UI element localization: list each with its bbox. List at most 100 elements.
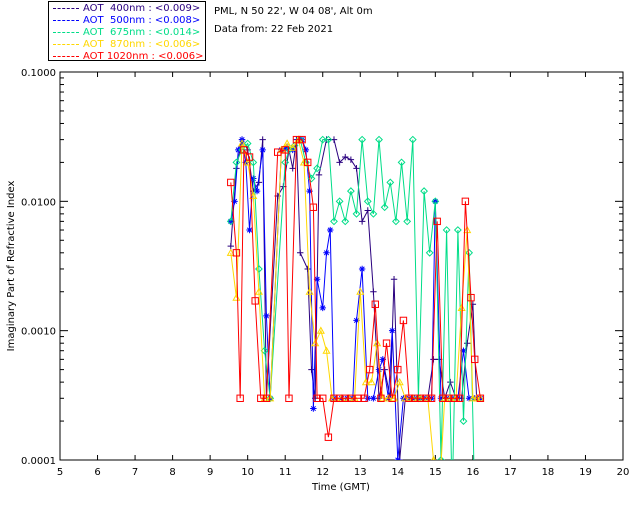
data-point [369,209,378,218]
series-line [230,138,481,460]
legend-swatch-1020 [53,55,79,57]
series-4 [227,135,485,441]
data-point [465,395,473,402]
data-point [456,394,464,402]
data-point [246,226,253,234]
data-point [459,417,468,425]
data-point [465,248,474,257]
data-point [236,394,244,402]
data-point [375,135,383,144]
data-point [249,158,258,167]
data-point [259,146,266,154]
data-point [288,143,297,151]
x-tick-label: 16 [466,467,479,478]
data-point [257,394,265,402]
data-point [444,394,453,402]
data-point [382,339,391,347]
data-point [430,356,437,363]
y-axis-title: Imaginary Part of Refractive Index [6,181,17,352]
data-point [249,191,258,200]
data-point [403,217,412,226]
data-point [304,158,312,167]
y-tick-label: 0.1000 [21,68,56,79]
data-point [388,394,396,402]
data-point [313,164,322,173]
data-point [408,135,417,144]
data-point [371,300,379,308]
legend-item-1020: AOT 1020nm : <0.006> [53,50,203,62]
data-point [425,248,434,257]
data-point [460,347,467,354]
data-point [457,303,466,311]
data-point [437,395,445,402]
series-line [230,137,481,460]
data-point [405,394,413,402]
data-point [237,139,247,147]
data-point [313,276,321,283]
data-point [420,187,428,196]
data-point [439,394,447,402]
data-point [273,148,282,156]
legend-label-500: AOT 500nm : <0.008> [83,14,201,26]
data-point [353,165,360,172]
data-point [388,327,396,334]
data-point [302,146,310,154]
series-group [226,135,485,502]
data-point [422,394,430,402]
data-point [232,249,241,257]
data-point [373,338,382,347]
data-point [283,139,292,147]
x-tick-label: 12 [316,467,329,478]
x-tick-label: 6 [94,467,100,478]
data-point [453,226,462,234]
legend-label-1020: AOT 1020nm : <0.006> [83,50,204,62]
x-axis-title: Time (GMT) [311,482,370,493]
data-point [266,394,275,402]
legend-item-675: AOT 675nm : <0.014> [53,26,200,38]
data-point [437,456,445,460]
x-tick-label: 8 [169,467,175,478]
data-point [263,312,270,320]
data-point [472,496,478,502]
x-tick-label: 9 [207,467,213,478]
data-point [431,197,440,206]
x-tick-label: 14 [391,467,404,478]
site-info: PML, N 50 22', W 04 08', Alt 0m [214,6,373,17]
data-point [298,135,306,144]
data-point [227,178,235,187]
data-point [386,178,395,187]
data-point [243,139,252,148]
data-point [370,395,377,402]
data-point [281,146,289,154]
x-tick-label: 18 [542,467,555,478]
legend: AOT 400nm : <0.009> AOT 500nm : <0.008> … [48,1,206,62]
data-point [310,405,317,412]
y-tick-label: 0.0100 [21,197,56,208]
data-point [358,135,367,144]
data-point [467,293,475,302]
data-point [450,394,458,402]
data-point [319,304,326,312]
data-point [253,187,261,195]
data-point [399,316,408,325]
data-point [335,197,344,206]
data-point [370,288,377,295]
data-point [323,249,330,256]
data-point [410,394,419,402]
data-point [436,496,442,502]
data-point [364,207,371,214]
data-point [447,378,454,386]
data-point [245,153,254,161]
data-point [395,377,404,386]
data-point [315,171,323,179]
data-point [335,394,344,402]
data-point [324,433,333,441]
data-point [231,198,238,205]
data-point [292,135,301,144]
data-point [431,455,436,460]
data-point [390,276,398,283]
series-line [230,139,481,438]
x-tick-label: 20 [617,467,630,478]
x-tick-label: 10 [241,467,254,478]
data-point [226,217,235,226]
